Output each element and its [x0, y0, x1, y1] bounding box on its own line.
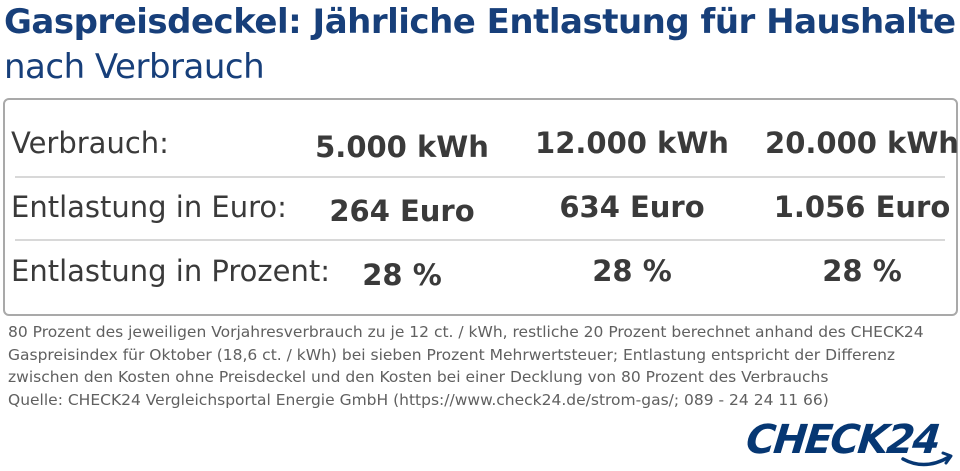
- cell-consumption-1: 5.000 kWh: [315, 130, 489, 164]
- footnote-line: zwischen den Kosten ohne Preisdeckel und…: [8, 368, 829, 386]
- cell-relief-euro-3: 1.056 Euro: [773, 190, 951, 224]
- page-title: Gaspreisdeckel: Jährliche Entlastung für…: [4, 2, 956, 42]
- cell-relief-percent-1: 28 %: [362, 258, 442, 292]
- table-row-consumption: Verbrauch: 5.000 kWh 12.000 kWh 20.000 k…: [5, 122, 959, 182]
- row-divider: [15, 176, 945, 178]
- table-row-relief-euro: Entlastung in Euro: 264 Euro 634 Euro 1.…: [5, 186, 956, 246]
- row-divider: [15, 239, 945, 241]
- cell-relief-euro-1: 264 Euro: [329, 194, 475, 228]
- check24-logo: CHECK24: [744, 415, 957, 469]
- row-label: Verbrauch:: [11, 126, 169, 160]
- cell-relief-percent-2: 28 %: [592, 254, 672, 288]
- row-label: Entlastung in Euro:: [11, 190, 287, 224]
- page-subtitle: nach Verbrauch: [4, 47, 265, 87]
- footnote-source: Quelle: CHECK24 Vergleichsportal Energie…: [8, 390, 829, 409]
- row-label: Entlastung in Prozent:: [11, 254, 331, 288]
- footnote-line: 80 Prozent des jeweiligen Vorjahresverbr…: [8, 323, 924, 341]
- logo-arrowhead: [941, 451, 953, 465]
- cell-consumption-2: 12.000 kWh: [535, 126, 729, 160]
- data-table: Verbrauch: 5.000 kWh 12.000 kWh 20.000 k…: [3, 98, 959, 316]
- logo-swoosh: [901, 455, 951, 467]
- table-row-relief-percent: Entlastung in Prozent: 28 % 28 % 28 %: [5, 250, 956, 310]
- logo-text: CHECK24: [745, 417, 941, 463]
- footnote-line: Gaspreisindex für Oktober (18,6 ct. / kW…: [8, 345, 896, 364]
- cell-relief-euro-2: 634 Euro: [559, 190, 705, 224]
- footnote: 80 Prozent des jeweiligen Vorjahresverbr…: [8, 321, 953, 411]
- cell-consumption-3: 20.000 kWh: [765, 126, 959, 160]
- cell-relief-percent-3: 28 %: [822, 254, 902, 288]
- check24-logo-icon: CHECK24: [744, 417, 953, 467]
